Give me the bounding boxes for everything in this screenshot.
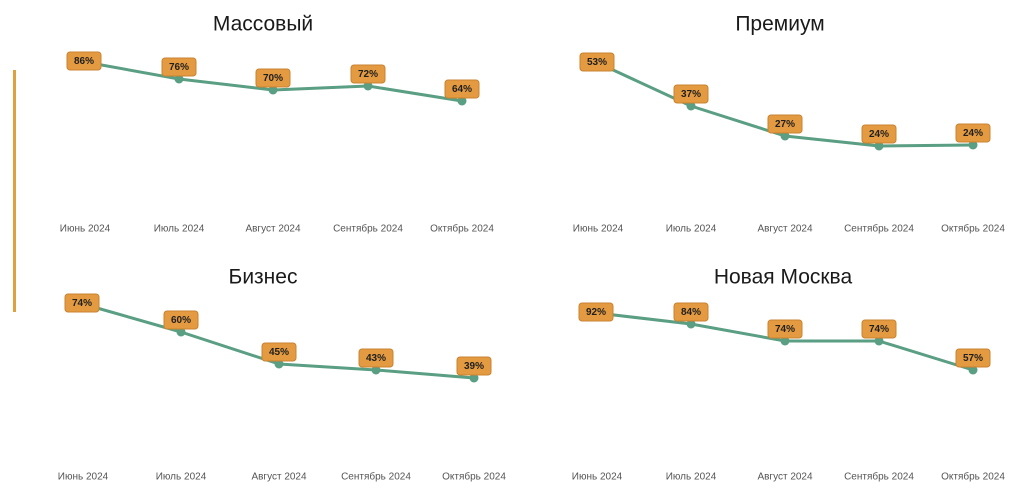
data-point bbox=[968, 140, 978, 150]
x-tick-label: Сентябрь 2024 bbox=[341, 471, 411, 483]
data-label-box bbox=[163, 310, 199, 330]
data-label-box bbox=[261, 342, 297, 362]
chart-title: Новая Москва bbox=[714, 266, 853, 289]
data-label-box bbox=[955, 348, 991, 368]
data-label: 70% bbox=[263, 73, 283, 84]
data-label-box bbox=[673, 84, 709, 104]
x-tick-label: Август 2024 bbox=[757, 224, 813, 235]
accent-bar bbox=[13, 70, 16, 312]
data-label-box bbox=[161, 57, 197, 77]
data-label-box bbox=[767, 114, 803, 134]
data-label-box bbox=[861, 319, 897, 339]
data-label: 37% bbox=[681, 89, 701, 100]
x-tick-label: Июль 2024 bbox=[666, 472, 717, 483]
data-label: 74% bbox=[72, 298, 92, 309]
data-label-box bbox=[350, 64, 386, 84]
data-point bbox=[363, 81, 373, 91]
data-label: 27% bbox=[775, 119, 795, 130]
chart-title: Бизнес bbox=[229, 266, 298, 289]
data-point bbox=[457, 96, 467, 106]
x-tick-label: Сентябрь 2024 bbox=[844, 471, 914, 483]
data-point bbox=[371, 365, 381, 375]
x-tick-label: Октябрь 2024 bbox=[430, 223, 494, 235]
data-label-box bbox=[955, 123, 991, 143]
x-tick-label: Июнь 2024 bbox=[573, 224, 624, 235]
chart-business: Бизнес 74% 60% 45% 43% 39% Июнь 2024 Июль 2024 А… bbox=[58, 266, 507, 483]
chart-massoviy: Массовый 86% 76% 70% 72% 64% Июнь 2024 Июль 202… bbox=[60, 13, 495, 235]
x-tick-label: Август 2024 bbox=[245, 224, 301, 235]
data-label: 74% bbox=[775, 324, 795, 335]
data-point bbox=[686, 101, 696, 111]
data-label: 84% bbox=[681, 307, 701, 318]
data-point bbox=[176, 327, 186, 337]
data-label: 39% bbox=[464, 361, 484, 372]
chart-premium: Премиум 53% 37% 27% 24% 24% Июнь 2024 Июль 2024… bbox=[573, 13, 1006, 235]
data-label-box bbox=[673, 302, 709, 322]
data-label: 72% bbox=[358, 69, 378, 80]
chart-new-moscow: Новая Москва 92% 84% 74% 74% 57% Июнь 2024 Июль… bbox=[572, 266, 1006, 483]
x-tick-label: Октябрь 2024 bbox=[941, 471, 1005, 483]
x-tick-label: Сентябрь 2024 bbox=[844, 223, 914, 235]
data-label: 57% bbox=[963, 353, 983, 364]
x-tick-label: Июнь 2024 bbox=[58, 472, 109, 483]
data-label: 43% bbox=[366, 353, 386, 364]
data-point bbox=[874, 141, 884, 151]
x-tick-label: Июль 2024 bbox=[154, 224, 205, 235]
x-tick-label: Июнь 2024 bbox=[572, 472, 623, 483]
data-label-box bbox=[255, 68, 291, 88]
data-point bbox=[274, 359, 284, 369]
data-label-box bbox=[444, 79, 480, 99]
x-tick-label: Сентябрь 2024 bbox=[333, 223, 403, 235]
data-label-box bbox=[578, 302, 614, 322]
data-point bbox=[174, 74, 184, 84]
x-tick-label: Август 2024 bbox=[757, 472, 813, 483]
chart-title: Премиум bbox=[735, 13, 824, 36]
x-tick-label: Июль 2024 bbox=[156, 472, 207, 483]
data-label: 74% bbox=[869, 324, 889, 335]
data-point bbox=[780, 336, 790, 346]
data-label: 53% bbox=[587, 57, 607, 68]
data-point bbox=[686, 319, 696, 329]
data-label: 76% bbox=[169, 62, 189, 73]
data-label: 64% bbox=[452, 84, 472, 95]
x-tick-label: Октябрь 2024 bbox=[941, 223, 1005, 235]
chart-title: Массовый bbox=[213, 13, 313, 36]
data-label: 60% bbox=[171, 315, 191, 326]
data-label-box bbox=[861, 124, 897, 144]
data-point bbox=[469, 373, 479, 383]
data-label: 45% bbox=[269, 347, 289, 358]
data-label-box bbox=[64, 293, 100, 313]
x-tick-label: Июнь 2024 bbox=[60, 224, 111, 235]
data-label: 92% bbox=[586, 307, 606, 318]
data-point bbox=[268, 85, 278, 95]
x-tick-label: Октябрь 2024 bbox=[442, 471, 506, 483]
data-label-box bbox=[579, 52, 615, 72]
x-tick-label: Июль 2024 bbox=[666, 224, 717, 235]
data-label-box bbox=[66, 51, 102, 71]
data-label-box bbox=[767, 319, 803, 339]
x-tick-label: Август 2024 bbox=[251, 472, 307, 483]
data-label-box bbox=[456, 356, 492, 376]
data-point bbox=[780, 131, 790, 141]
data-label: 86% bbox=[74, 56, 94, 67]
data-label: 24% bbox=[869, 129, 889, 140]
data-label: 24% bbox=[963, 128, 983, 139]
data-point bbox=[968, 365, 978, 375]
data-point bbox=[874, 336, 884, 346]
data-label-box bbox=[358, 348, 394, 368]
